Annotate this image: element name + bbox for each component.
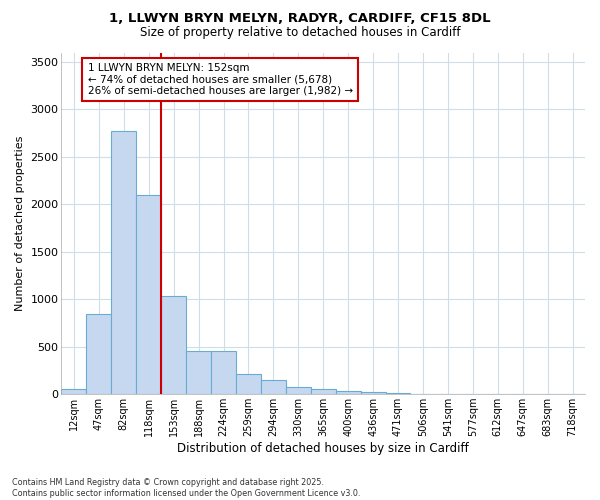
Bar: [236, 374, 261, 394]
Text: 1, LLWYN BRYN MELYN, RADYR, CARDIFF, CF15 8DL: 1, LLWYN BRYN MELYN, RADYR, CARDIFF, CF1…: [109, 12, 491, 26]
Text: Contains HM Land Registry data © Crown copyright and database right 2025.
Contai: Contains HM Land Registry data © Crown c…: [12, 478, 361, 498]
Bar: [61, 389, 86, 394]
Bar: [136, 195, 161, 394]
Bar: [86, 314, 112, 394]
Bar: [161, 296, 186, 394]
Text: 1 LLWYN BRYN MELYN: 152sqm
← 74% of detached houses are smaller (5,678)
26% of s: 1 LLWYN BRYN MELYN: 152sqm ← 74% of deta…: [88, 63, 353, 96]
Bar: [286, 386, 311, 394]
X-axis label: Distribution of detached houses by size in Cardiff: Distribution of detached houses by size …: [178, 442, 469, 455]
Bar: [361, 392, 386, 394]
Bar: [311, 390, 335, 394]
Bar: [211, 352, 236, 394]
Bar: [335, 392, 361, 394]
Text: Size of property relative to detached houses in Cardiff: Size of property relative to detached ho…: [140, 26, 460, 39]
Y-axis label: Number of detached properties: Number of detached properties: [15, 136, 25, 311]
Bar: [261, 380, 286, 394]
Bar: [186, 350, 211, 394]
Bar: [112, 132, 136, 394]
